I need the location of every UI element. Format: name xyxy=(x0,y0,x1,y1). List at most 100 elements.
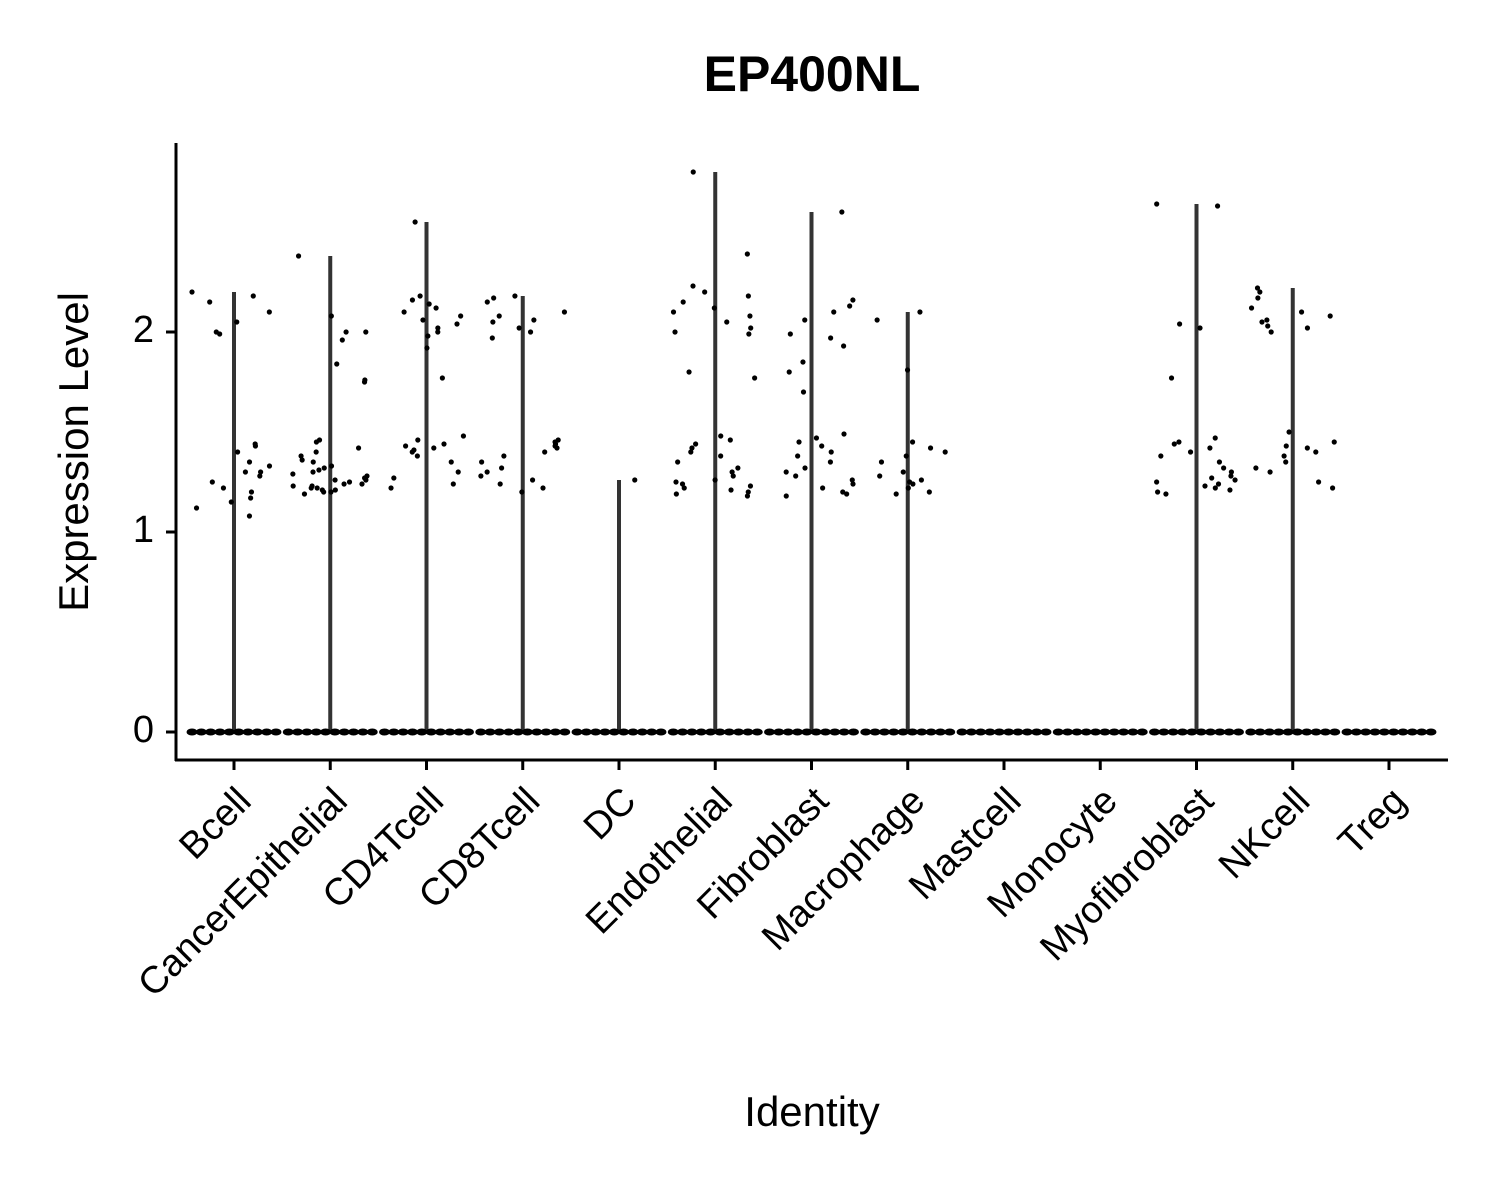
zero-point xyxy=(1031,728,1043,736)
point xyxy=(512,293,518,299)
zero-point xyxy=(1071,728,1083,736)
zero-point xyxy=(860,728,872,736)
point xyxy=(1228,473,1234,479)
zero-point xyxy=(512,728,524,736)
zero-point xyxy=(475,728,487,736)
point xyxy=(309,483,315,489)
zero-point xyxy=(1378,728,1390,736)
point xyxy=(850,297,856,303)
zero-point xyxy=(1195,728,1207,736)
point xyxy=(900,469,906,475)
zero-point xyxy=(838,728,850,736)
point xyxy=(1268,329,1274,335)
zero-point xyxy=(993,728,1005,736)
zero-point xyxy=(677,728,689,736)
point xyxy=(328,489,334,495)
point xyxy=(820,485,826,491)
zero-point xyxy=(695,728,707,736)
point xyxy=(839,209,845,215)
point xyxy=(339,337,345,343)
zero-point xyxy=(888,728,900,736)
point xyxy=(783,493,789,499)
zero-point xyxy=(906,728,918,736)
zero-point xyxy=(214,728,226,736)
point xyxy=(1259,319,1265,325)
point xyxy=(450,481,456,487)
zero-point xyxy=(549,728,561,736)
point xyxy=(1304,325,1311,331)
point xyxy=(673,479,679,485)
zero-point xyxy=(810,728,822,736)
point xyxy=(802,317,808,323)
point xyxy=(455,469,461,475)
zero-point xyxy=(1329,728,1341,736)
point xyxy=(787,331,793,337)
point xyxy=(355,445,362,451)
point xyxy=(220,485,227,491)
zero-point xyxy=(251,728,263,736)
point xyxy=(409,297,416,303)
zero-point xyxy=(223,728,235,736)
point xyxy=(1248,305,1255,311)
point xyxy=(298,453,304,459)
point xyxy=(346,479,353,485)
point xyxy=(1176,439,1182,445)
zero-point xyxy=(540,728,552,736)
point xyxy=(217,331,223,337)
point xyxy=(1264,317,1270,323)
point xyxy=(745,489,751,495)
point xyxy=(1168,375,1175,381)
point xyxy=(727,437,733,443)
point xyxy=(1228,469,1234,475)
point xyxy=(484,469,490,475)
zero-point xyxy=(1167,728,1179,736)
point xyxy=(1207,445,1213,451)
zero-point xyxy=(1090,728,1102,736)
zero-point xyxy=(1080,728,1092,736)
point xyxy=(301,491,308,497)
point xyxy=(193,505,200,511)
point xyxy=(257,473,263,479)
zero-point xyxy=(934,728,946,736)
zero-point xyxy=(1149,728,1160,736)
zero-point xyxy=(186,728,198,736)
zero-point xyxy=(388,728,400,736)
zero-point xyxy=(975,728,987,736)
point xyxy=(409,449,415,455)
point xyxy=(728,487,734,493)
point xyxy=(343,329,349,335)
point xyxy=(841,343,847,349)
point xyxy=(527,329,534,335)
point xyxy=(290,471,296,477)
zero-point xyxy=(484,728,496,736)
zero-point xyxy=(984,728,996,736)
zero-point xyxy=(1388,728,1400,736)
x-tick-label: DC xyxy=(576,780,645,849)
point xyxy=(1215,481,1222,487)
zero-point xyxy=(531,728,543,736)
zero-point xyxy=(1263,728,1275,736)
zero-point xyxy=(1223,728,1235,736)
point xyxy=(1216,459,1223,465)
point xyxy=(672,329,678,335)
zero-point xyxy=(599,728,611,736)
zero-point xyxy=(463,728,474,736)
point xyxy=(680,299,686,305)
zero-point xyxy=(667,728,679,736)
point xyxy=(489,335,495,341)
point xyxy=(1171,441,1177,447)
point xyxy=(752,375,758,381)
zero-point xyxy=(444,728,456,736)
point xyxy=(802,465,808,471)
point xyxy=(1155,489,1161,495)
zero-point xyxy=(723,728,735,736)
zero-point xyxy=(1301,728,1313,736)
point xyxy=(501,453,507,459)
zero-point xyxy=(357,728,369,736)
zero-point xyxy=(348,728,360,736)
zero-point xyxy=(1177,728,1188,736)
zero-point xyxy=(956,728,968,736)
point xyxy=(414,453,420,459)
point xyxy=(786,369,792,375)
point xyxy=(711,305,717,311)
